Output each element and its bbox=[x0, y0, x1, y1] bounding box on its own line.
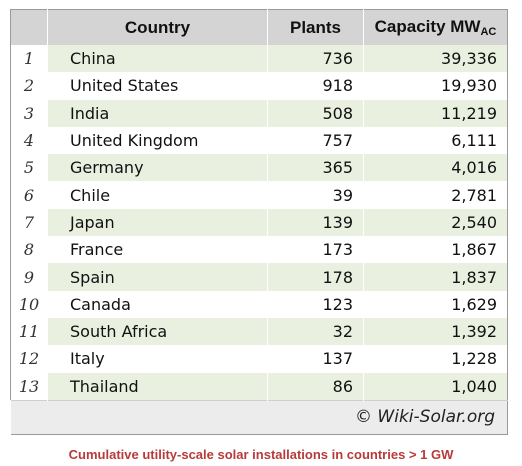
capacity-cell: 1,837 bbox=[363, 263, 508, 291]
rank-cell: 3 bbox=[10, 99, 48, 127]
table-row: 5 Germany 365 4,016 bbox=[10, 154, 508, 182]
table-row: 8 France 173 1,867 bbox=[10, 236, 508, 264]
rank-cell: 13 bbox=[10, 372, 48, 401]
table-row: 3 India 508 11,219 bbox=[10, 99, 508, 127]
header-plants: Plants bbox=[267, 9, 364, 45]
header-row: Country Plants Capacity MWAC bbox=[10, 9, 508, 45]
country-cell: United States bbox=[47, 72, 268, 100]
plants-cell: 139 bbox=[267, 208, 364, 237]
table-row: 10 Canada 123 1,629 bbox=[10, 290, 508, 318]
country-cell: Italy bbox=[47, 345, 268, 373]
rank-cell: 6 bbox=[10, 181, 48, 209]
solar-capacity-table: Country Plants Capacity MWAC 1 China 736 39… bbox=[10, 9, 508, 435]
header-rank bbox=[10, 9, 48, 45]
rank-cell: 2 bbox=[10, 72, 48, 100]
table-row: 6 Chile 39 2,781 bbox=[10, 181, 508, 209]
table-row: 2 United States 918 19,930 bbox=[10, 72, 508, 100]
rank-cell: 10 bbox=[10, 290, 48, 318]
plants-cell: 757 bbox=[267, 126, 364, 155]
rank-cell: 11 bbox=[10, 317, 48, 346]
capacity-cell: 6,111 bbox=[363, 126, 508, 155]
plants-cell: 918 bbox=[267, 72, 364, 100]
plants-cell: 137 bbox=[267, 345, 364, 373]
table-row: 9 Spain 178 1,837 bbox=[10, 263, 508, 291]
plants-cell: 39 bbox=[267, 181, 364, 209]
header-capacity-label: Capacity MW bbox=[374, 17, 481, 36]
plants-cell: 508 bbox=[267, 99, 364, 127]
country-cell: Thailand bbox=[47, 372, 268, 401]
country-cell: France bbox=[47, 236, 268, 264]
rank-cell: 8 bbox=[10, 236, 48, 264]
table-row: 13 Thailand 86 1,040 bbox=[10, 372, 508, 401]
country-cell: India bbox=[47, 99, 268, 127]
plants-cell: 86 bbox=[267, 372, 364, 401]
rank-cell: 9 bbox=[10, 263, 48, 291]
table-row: 12 Italy 137 1,228 bbox=[10, 345, 508, 373]
capacity-cell: 1,392 bbox=[363, 317, 508, 346]
table-row: 11 South Africa 32 1,392 bbox=[10, 317, 508, 346]
capacity-cell: 2,781 bbox=[363, 181, 508, 209]
rank-cell: 1 bbox=[10, 45, 48, 73]
country-cell: South Africa bbox=[47, 317, 268, 346]
credit-text: © Wiki-Solar.org bbox=[10, 399, 508, 435]
country-cell: Chile bbox=[47, 181, 268, 209]
country-cell: Canada bbox=[47, 290, 268, 318]
plants-cell: 736 bbox=[267, 45, 364, 73]
plants-cell: 32 bbox=[267, 317, 364, 346]
table-row: 1 China 736 39,336 bbox=[10, 45, 508, 73]
capacity-cell: 11,219 bbox=[363, 99, 508, 127]
plants-cell: 178 bbox=[267, 263, 364, 291]
plants-cell: 365 bbox=[267, 154, 364, 182]
chart-caption: Cumulative utility-scale solar installat… bbox=[68, 447, 454, 462]
capacity-cell: 4,016 bbox=[363, 154, 508, 182]
header-capacity-subscript: AC bbox=[480, 26, 497, 38]
country-cell: Japan bbox=[47, 208, 268, 237]
rank-cell: 4 bbox=[10, 126, 48, 155]
header-country: Country bbox=[47, 9, 268, 45]
capacity-cell: 19,930 bbox=[363, 72, 508, 100]
table-body: 1 China 736 39,336 2 United States 918 19,930 3 I… bbox=[10, 45, 508, 401]
solar-table-container: Country Plants Capacity MWAC 1 China 736 39… bbox=[10, 9, 508, 435]
plants-cell: 173 bbox=[267, 236, 364, 264]
table-row: 7 Japan 139 2,540 bbox=[10, 208, 508, 237]
country-cell: Germany bbox=[47, 154, 268, 182]
country-cell: United Kingdom bbox=[47, 126, 268, 155]
capacity-cell: 1,629 bbox=[363, 290, 508, 318]
country-cell: Spain bbox=[47, 263, 268, 291]
capacity-cell: 1,228 bbox=[363, 345, 508, 373]
capacity-cell: 2,540 bbox=[363, 208, 508, 237]
rank-cell: 5 bbox=[10, 154, 48, 182]
rank-cell: 7 bbox=[10, 208, 48, 237]
country-cell: China bbox=[47, 45, 268, 73]
capacity-cell: 1,867 bbox=[363, 236, 508, 264]
capacity-cell: 1,040 bbox=[363, 372, 508, 401]
table-row: 4 United Kingdom 757 6,111 bbox=[10, 126, 508, 155]
capacity-cell: 39,336 bbox=[363, 45, 508, 73]
credit-row: © Wiki-Solar.org bbox=[10, 399, 508, 435]
header-capacity: Capacity MWAC bbox=[363, 9, 508, 45]
rank-cell: 12 bbox=[10, 345, 48, 373]
plants-cell: 123 bbox=[267, 290, 364, 318]
